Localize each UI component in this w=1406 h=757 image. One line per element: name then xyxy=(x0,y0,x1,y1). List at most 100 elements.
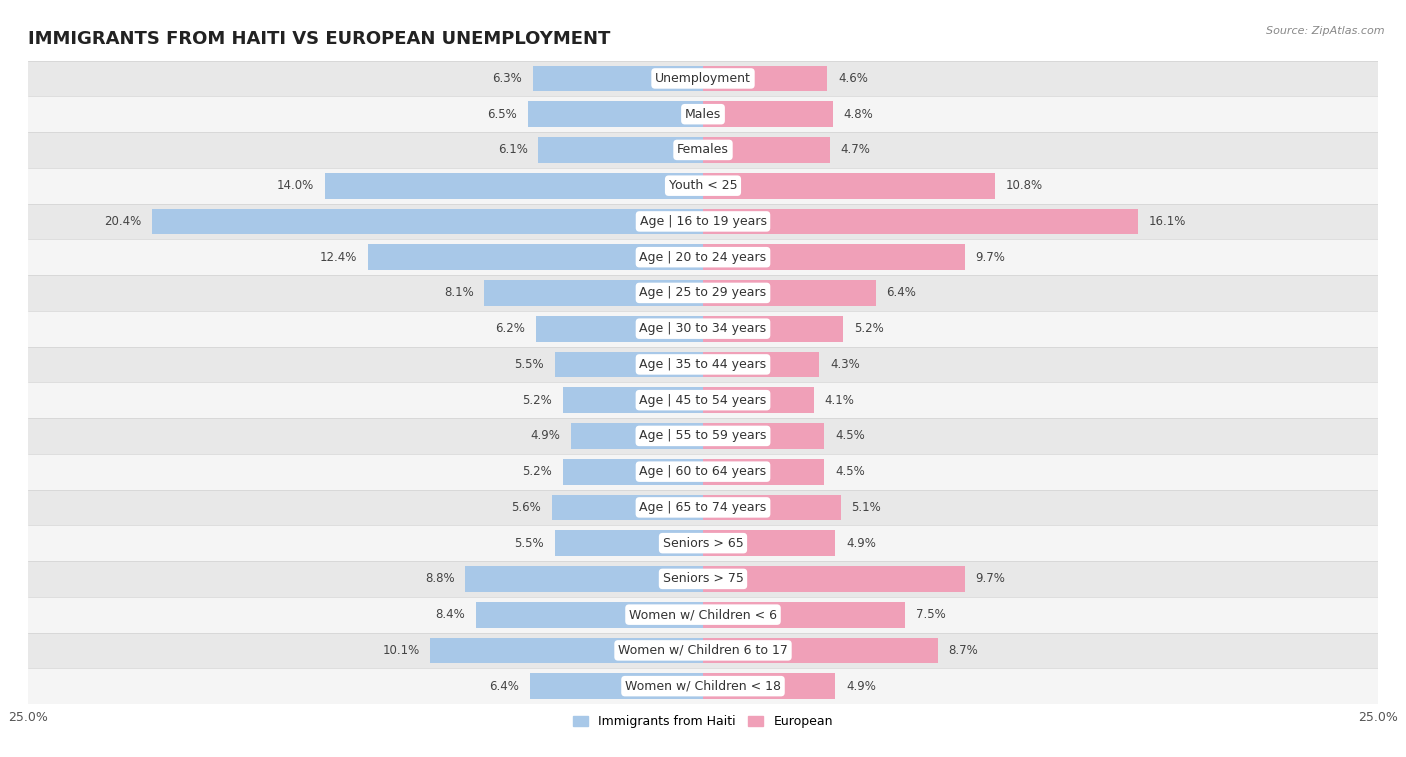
Bar xyxy=(28,61,1378,96)
Text: Age | 55 to 59 years: Age | 55 to 59 years xyxy=(640,429,766,442)
Bar xyxy=(703,101,832,127)
Text: 6.3%: 6.3% xyxy=(492,72,522,85)
Bar xyxy=(484,280,703,306)
Bar xyxy=(554,531,703,556)
Text: 6.4%: 6.4% xyxy=(887,286,917,300)
Text: Age | 16 to 19 years: Age | 16 to 19 years xyxy=(640,215,766,228)
Text: Age | 35 to 44 years: Age | 35 to 44 years xyxy=(640,358,766,371)
Text: Seniors > 75: Seniors > 75 xyxy=(662,572,744,585)
Bar xyxy=(152,208,703,235)
Bar xyxy=(703,316,844,341)
Bar xyxy=(703,566,965,592)
Bar xyxy=(536,316,703,341)
Text: 12.4%: 12.4% xyxy=(321,251,357,263)
Text: Source: ZipAtlas.com: Source: ZipAtlas.com xyxy=(1267,26,1385,36)
Text: Males: Males xyxy=(685,107,721,120)
Bar xyxy=(562,388,703,413)
Text: Women w/ Children < 6: Women w/ Children < 6 xyxy=(628,608,778,621)
Bar xyxy=(28,347,1378,382)
Bar xyxy=(28,561,1378,597)
Bar xyxy=(703,388,814,413)
Text: 14.0%: 14.0% xyxy=(277,179,315,192)
Bar xyxy=(703,245,965,270)
Text: 10.8%: 10.8% xyxy=(1005,179,1042,192)
Bar xyxy=(703,602,905,628)
Bar xyxy=(368,245,703,270)
Text: 4.9%: 4.9% xyxy=(846,680,876,693)
Bar xyxy=(571,423,703,449)
Text: 20.4%: 20.4% xyxy=(104,215,142,228)
Legend: Immigrants from Haiti, European: Immigrants from Haiti, European xyxy=(568,710,838,733)
Bar xyxy=(703,423,824,449)
Bar xyxy=(703,280,876,306)
Text: 5.2%: 5.2% xyxy=(522,465,551,478)
Bar xyxy=(28,168,1378,204)
Text: 5.6%: 5.6% xyxy=(512,501,541,514)
Bar xyxy=(703,208,1137,235)
Bar xyxy=(703,673,835,699)
Bar xyxy=(703,173,994,198)
Text: 5.5%: 5.5% xyxy=(515,537,544,550)
Text: Age | 25 to 29 years: Age | 25 to 29 years xyxy=(640,286,766,300)
Text: 5.1%: 5.1% xyxy=(852,501,882,514)
Bar xyxy=(325,173,703,198)
Bar xyxy=(530,673,703,699)
Text: 9.7%: 9.7% xyxy=(976,572,1005,585)
Bar xyxy=(538,137,703,163)
Bar xyxy=(28,668,1378,704)
Bar xyxy=(28,275,1378,311)
Bar xyxy=(28,633,1378,668)
Text: Women w/ Children 6 to 17: Women w/ Children 6 to 17 xyxy=(619,644,787,657)
Bar xyxy=(28,597,1378,633)
Text: 5.2%: 5.2% xyxy=(855,322,884,335)
Text: Women w/ Children < 18: Women w/ Children < 18 xyxy=(626,680,780,693)
Text: 4.9%: 4.9% xyxy=(530,429,560,442)
Bar xyxy=(28,204,1378,239)
Text: 6.5%: 6.5% xyxy=(486,107,517,120)
Bar xyxy=(703,66,827,92)
Text: 4.9%: 4.9% xyxy=(846,537,876,550)
Text: Youth < 25: Youth < 25 xyxy=(669,179,737,192)
Text: Unemployment: Unemployment xyxy=(655,72,751,85)
Text: 8.1%: 8.1% xyxy=(444,286,474,300)
Bar xyxy=(477,602,703,628)
Text: 10.1%: 10.1% xyxy=(382,644,419,657)
Bar xyxy=(28,453,1378,490)
Text: IMMIGRANTS FROM HAITI VS EUROPEAN UNEMPLOYMENT: IMMIGRANTS FROM HAITI VS EUROPEAN UNEMPL… xyxy=(28,30,610,48)
Text: Age | 45 to 54 years: Age | 45 to 54 years xyxy=(640,394,766,407)
Text: 6.4%: 6.4% xyxy=(489,680,519,693)
Text: 5.2%: 5.2% xyxy=(522,394,551,407)
Bar xyxy=(28,311,1378,347)
Text: 8.7%: 8.7% xyxy=(949,644,979,657)
Text: 8.8%: 8.8% xyxy=(425,572,454,585)
Text: 16.1%: 16.1% xyxy=(1149,215,1185,228)
Bar xyxy=(703,637,938,663)
Bar xyxy=(703,351,820,377)
Text: 4.6%: 4.6% xyxy=(838,72,868,85)
Bar xyxy=(28,418,1378,453)
Bar xyxy=(562,459,703,484)
Bar xyxy=(551,494,703,520)
Text: 8.4%: 8.4% xyxy=(436,608,465,621)
Text: Age | 20 to 24 years: Age | 20 to 24 years xyxy=(640,251,766,263)
Bar xyxy=(533,66,703,92)
Text: Age | 30 to 34 years: Age | 30 to 34 years xyxy=(640,322,766,335)
Bar xyxy=(430,637,703,663)
Text: 4.5%: 4.5% xyxy=(835,465,865,478)
Text: Seniors > 65: Seniors > 65 xyxy=(662,537,744,550)
Bar xyxy=(703,531,835,556)
Bar xyxy=(28,490,1378,525)
Bar xyxy=(703,137,830,163)
Text: 4.3%: 4.3% xyxy=(830,358,859,371)
Text: 9.7%: 9.7% xyxy=(976,251,1005,263)
Text: Age | 65 to 74 years: Age | 65 to 74 years xyxy=(640,501,766,514)
Text: 4.1%: 4.1% xyxy=(824,394,855,407)
Bar xyxy=(703,459,824,484)
Text: 4.5%: 4.5% xyxy=(835,429,865,442)
Text: Age | 60 to 64 years: Age | 60 to 64 years xyxy=(640,465,766,478)
Bar xyxy=(527,101,703,127)
Bar xyxy=(554,351,703,377)
Text: 6.1%: 6.1% xyxy=(498,143,527,157)
Bar xyxy=(28,96,1378,132)
Text: 5.5%: 5.5% xyxy=(515,358,544,371)
